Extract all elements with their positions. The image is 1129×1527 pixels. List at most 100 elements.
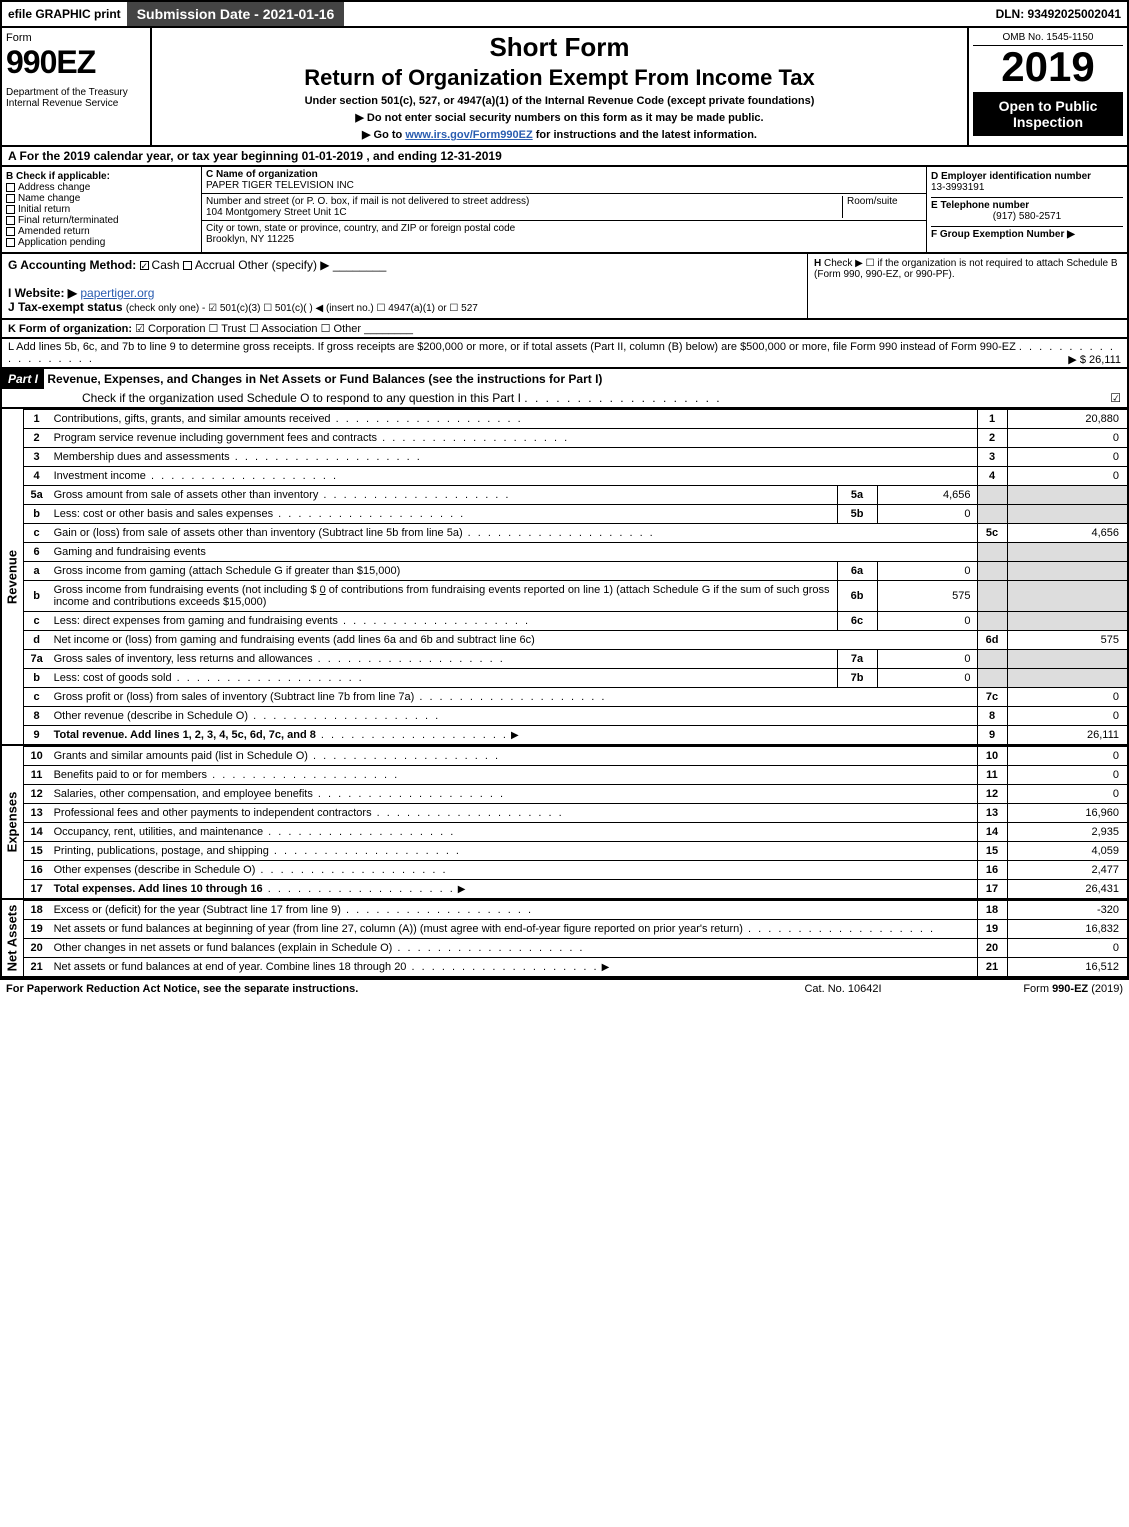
checkbox-icon[interactable] <box>6 238 15 247</box>
part1-check: Check if the organization used Schedule … <box>82 391 521 405</box>
e-lab: E Telephone number <box>931 200 1029 211</box>
line-row: 21Net assets or fund balances at end of … <box>24 958 1127 977</box>
c-city-lab: City or town, state or province, country… <box>206 223 515 234</box>
tax-year: 2019 <box>973 46 1123 88</box>
revenue-section: Revenue 1Contributions, gifts, grants, a… <box>2 409 1127 744</box>
h-lab: H <box>814 258 821 269</box>
l-text: L Add lines 5b, 6c, and 7b to line 9 to … <box>8 341 1016 353</box>
col-def: D Employer identification number 13-3993… <box>927 167 1127 252</box>
l-row: L Add lines 5b, 6c, and 7b to line 9 to … <box>0 339 1129 369</box>
line-row: 5aGross amount from sale of assets other… <box>24 486 1127 505</box>
d-box: D Employer identification number 13-3993… <box>931 171 1123 193</box>
line-row: 16Other expenses (describe in Schedule O… <box>24 861 1127 880</box>
checkbox-icon[interactable] <box>6 194 15 203</box>
efile-label: efile GRAPHIC print <box>2 5 127 23</box>
b-item[interactable]: Amended return <box>6 226 197 237</box>
i-lab: I Website: ▶ <box>8 286 77 300</box>
part1-label: Part I <box>2 369 44 389</box>
bcd-block: B Check if applicable: Address change Na… <box>0 167 1129 254</box>
d-val: 13-3993191 <box>931 182 984 193</box>
line-row: 19Net assets or fund balances at beginni… <box>24 920 1127 939</box>
line-row: bGross income from fundraising events (n… <box>24 581 1127 612</box>
expenses-side-label: Expenses <box>2 746 24 898</box>
part1-title: Revenue, Expenses, and Changes in Net As… <box>47 372 602 386</box>
g-accrual: Accrual <box>195 258 235 272</box>
line-row: 8Other revenue (describe in Schedule O)8… <box>24 707 1127 726</box>
header-table: Form 990EZ Department of the Treasury In… <box>0 26 1129 147</box>
b-item[interactable]: Application pending <box>6 237 197 248</box>
ftr-left: For Paperwork Reduction Act Notice, see … <box>6 983 743 995</box>
footer: For Paperwork Reduction Act Notice, see … <box>0 978 1129 998</box>
c-addr-box: Number and street (or P. O. box, if mail… <box>202 194 926 221</box>
org-addr: 104 Montgomery Street Unit 1C <box>206 207 347 218</box>
j-text: (check only one) - ☑ 501(c)(3) ☐ 501(c)(… <box>126 303 478 314</box>
k-text: ☑ Corporation ☐ Trust ☐ Association ☐ Ot… <box>135 323 361 335</box>
line-row: 17Total expenses. Add lines 10 through 1… <box>24 880 1127 899</box>
checkbox-icon[interactable] <box>6 205 15 214</box>
b-item[interactable]: Final return/terminated <box>6 215 197 226</box>
irs: Internal Revenue Service <box>6 98 146 109</box>
line-row: 7aGross sales of inventory, less returns… <box>24 650 1127 669</box>
line-row: 10Grants and similar amounts paid (list … <box>24 747 1127 766</box>
checkbox-icon[interactable] <box>6 216 15 225</box>
part1-checkmark: ☑ <box>1110 391 1121 405</box>
line-row: bLess: cost of goods sold7b0 <box>24 669 1127 688</box>
b-item[interactable]: Initial return <box>6 204 197 215</box>
line-row: 3Membership dues and assessments30 <box>24 448 1127 467</box>
arrow-icon <box>599 961 613 973</box>
b-item[interactable]: Address change <box>6 182 197 193</box>
form-label: Form <box>6 32 146 44</box>
line-row: 15Printing, publications, postage, and s… <box>24 842 1127 861</box>
goto-link[interactable]: www.irs.gov/Form990EZ <box>405 129 532 141</box>
subtitle: Under section 501(c), 527, or 4947(a)(1)… <box>160 95 959 107</box>
g-other: Other (specify) ▶ <box>238 258 329 272</box>
website-link[interactable]: papertiger.org <box>80 286 154 300</box>
b-item[interactable]: Name change <box>6 193 197 204</box>
checkbox-icon[interactable] <box>183 261 192 270</box>
line-row: 14Occupancy, rent, utilities, and mainte… <box>24 823 1127 842</box>
g-cash: Cash <box>152 258 180 272</box>
room-lab: Room/suite <box>847 196 898 207</box>
header-mid: Short Form Return of Organization Exempt… <box>151 27 968 146</box>
dept: Department of the Treasury <box>6 87 146 98</box>
line-row: bLess: cost or other basis and sales exp… <box>24 505 1127 524</box>
return-title: Return of Organization Exempt From Incom… <box>160 65 959 91</box>
checkbox-icon[interactable] <box>6 183 15 192</box>
c-name-lab: C Name of organization <box>206 169 318 180</box>
ftr-mid: Cat. No. 10642I <box>743 983 943 995</box>
c-city-box: City or town, state or province, country… <box>202 221 926 247</box>
k-row: K Form of organization: ☑ Corporation ☐ … <box>0 320 1129 339</box>
line-row: 6Gaming and fundraising events <box>24 543 1127 562</box>
revenue-table: 1Contributions, gifts, grants, and simil… <box>24 409 1127 744</box>
expenses-table: 10Grants and similar amounts paid (list … <box>24 746 1127 898</box>
line-a: A For the 2019 calendar year, or tax yea… <box>0 147 1129 167</box>
goto-pre: ▶ Go to <box>362 129 405 141</box>
open-to-public: Open to Public Inspection <box>973 92 1123 136</box>
line-row: cGain or (loss) from sale of assets othe… <box>24 524 1127 543</box>
lines-block: Revenue 1Contributions, gifts, grants, a… <box>0 409 1129 978</box>
l-amt: ▶ $ 26,111 <box>1068 353 1121 366</box>
line-row: 1Contributions, gifts, grants, and simil… <box>24 410 1127 429</box>
line-row: cGross profit or (loss) from sales of in… <box>24 688 1127 707</box>
line-row: 12Salaries, other compensation, and empl… <box>24 785 1127 804</box>
short-form: Short Form <box>160 32 959 63</box>
ftr-right: Form 990-EZ (2019) <box>943 983 1123 995</box>
col-c: C Name of organization PAPER TIGER TELEV… <box>202 167 927 252</box>
netassets-side-label: Net Assets <box>2 900 24 976</box>
checkbox-icon[interactable] <box>140 261 149 270</box>
h-text: Check ▶ ☐ if the organization is not req… <box>814 258 1118 280</box>
header-left: Form 990EZ Department of the Treasury In… <box>1 27 151 146</box>
netassets-section: Net Assets 18Excess or (deficit) for the… <box>2 898 1127 976</box>
e-box: E Telephone number (917) 580-2571 <box>931 197 1123 222</box>
no-ssn: ▶ Do not enter social security numbers o… <box>160 111 959 124</box>
c-name-box: C Name of organization PAPER TIGER TELEV… <box>202 167 926 194</box>
line-row: 18Excess or (deficit) for the year (Subt… <box>24 901 1127 920</box>
header-right: OMB No. 1545-1150 2019 Open to Public In… <box>968 27 1128 146</box>
arrow-icon <box>455 883 469 895</box>
goto-post: for instructions and the latest informat… <box>533 129 757 141</box>
expenses-section: Expenses 10Grants and similar amounts pa… <box>2 744 1127 898</box>
org-name: PAPER TIGER TELEVISION INC <box>206 180 354 191</box>
line-row: 2Program service revenue including gover… <box>24 429 1127 448</box>
checkbox-icon[interactable] <box>6 227 15 236</box>
revenue-side-label: Revenue <box>2 409 24 744</box>
